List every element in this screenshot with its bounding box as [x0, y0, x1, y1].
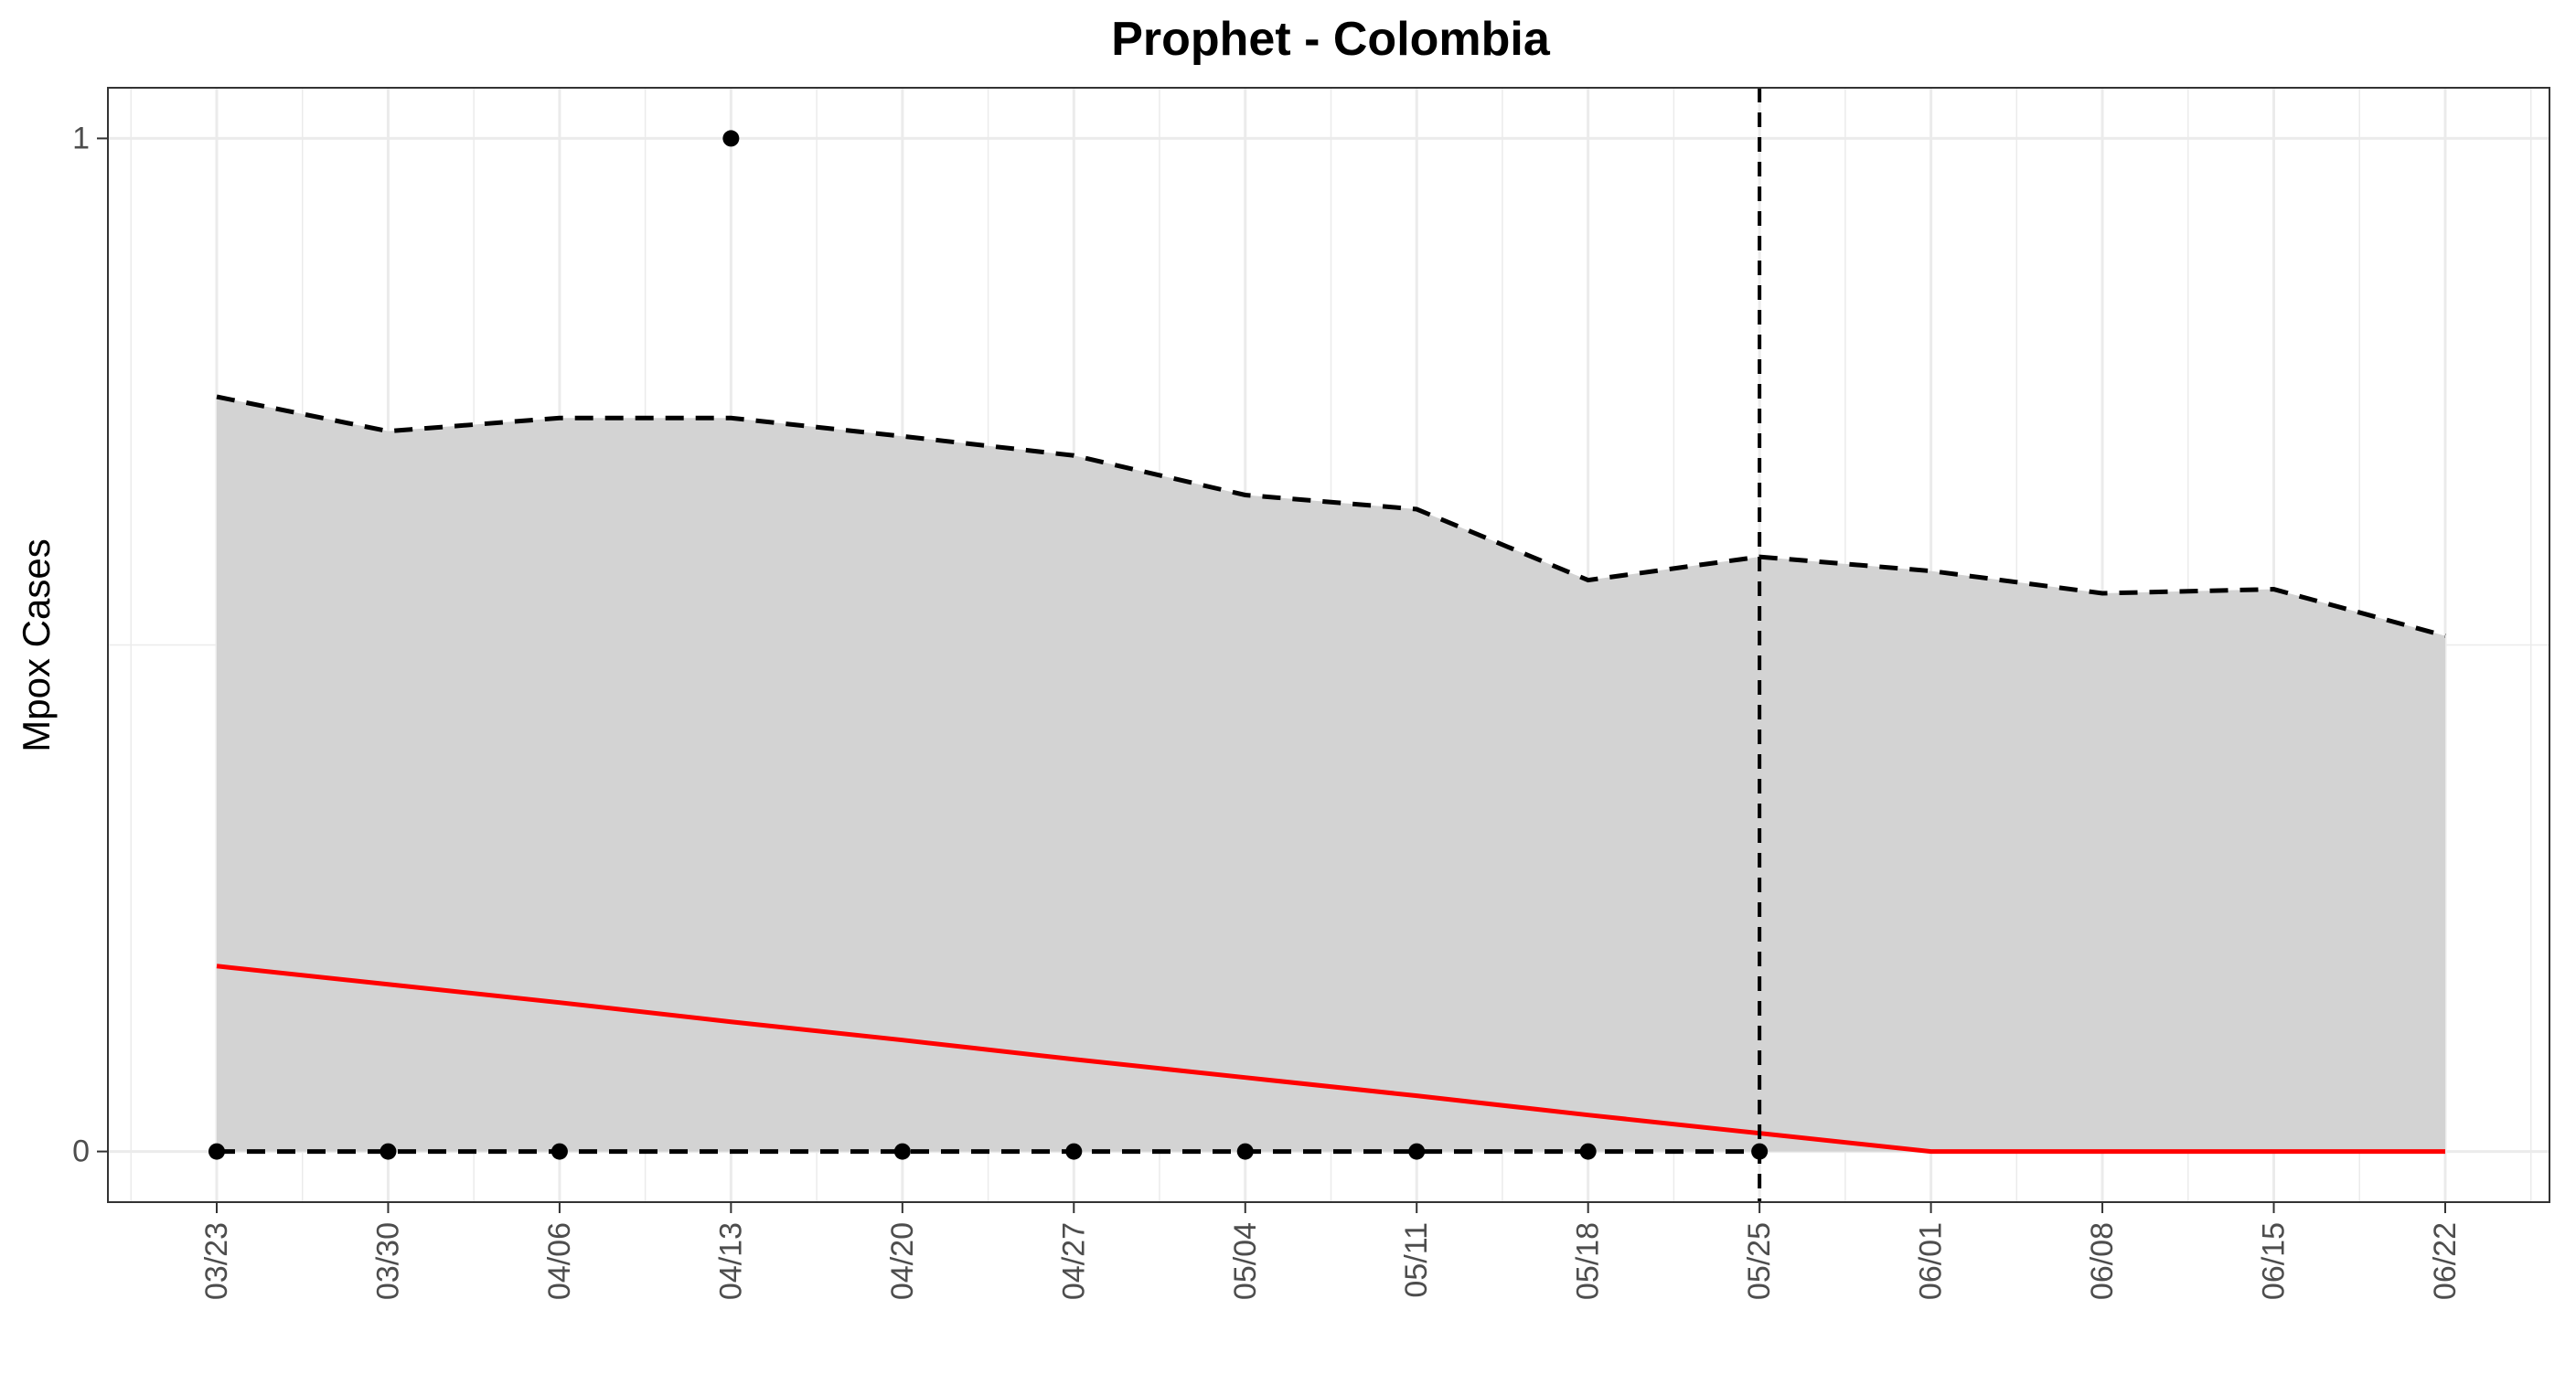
observed-point	[379, 1143, 397, 1160]
y-axis-label: Mpox Cases	[15, 538, 58, 751]
x-tick-label: 06/08	[2085, 1222, 2120, 1300]
x-tick-label: 04/27	[1056, 1222, 1091, 1300]
x-tick-label: 05/18	[1571, 1222, 1606, 1300]
x-tick-label: 06/22	[2428, 1222, 2463, 1300]
observed-point	[208, 1143, 225, 1160]
upper-bound-line	[216, 394, 2446, 638]
observed-point	[893, 1143, 911, 1160]
observed-points	[208, 130, 1769, 1160]
observed-point	[722, 130, 740, 147]
x-axis: 03/23 03/30 04/06 04/13 04/20 04/27 05/04 05/11…	[199, 1202, 2463, 1300]
y-axis: 01	[72, 121, 108, 1169]
y-tick-label: 1	[72, 121, 90, 155]
observed-point	[1408, 1143, 1426, 1160]
observed-point	[1236, 1143, 1254, 1160]
x-tick-label: 04/06	[542, 1222, 577, 1300]
forecast-line	[216, 964, 2445, 1155]
x-tick-label: 04/13	[713, 1222, 748, 1300]
plot-panel-border	[107, 87, 2550, 1203]
chart-title: Prophet - Colombia	[1111, 13, 1551, 66]
x-tick-label: 05/25	[1742, 1222, 1777, 1300]
observed-point	[1579, 1143, 1597, 1160]
x-tick-label: 06/01	[1914, 1222, 1949, 1300]
observed-point	[1065, 1143, 1083, 1160]
interval-band	[217, 396, 2445, 1152]
observed-point	[550, 1143, 568, 1160]
observed-point	[1751, 1143, 1769, 1160]
x-tick-label: 04/20	[885, 1222, 920, 1300]
series-lines	[216, 88, 2446, 1202]
x-tick-label: 06/15	[2257, 1222, 2292, 1300]
prediction-interval	[217, 396, 2445, 1152]
x-tick-label: 05/04	[1228, 1222, 1263, 1300]
x-tick-label: 05/11	[1399, 1222, 1434, 1298]
x-tick-label: 03/23	[199, 1222, 234, 1300]
x-tick-label: 03/30	[370, 1222, 405, 1300]
y-tick-label: 0	[72, 1134, 90, 1169]
